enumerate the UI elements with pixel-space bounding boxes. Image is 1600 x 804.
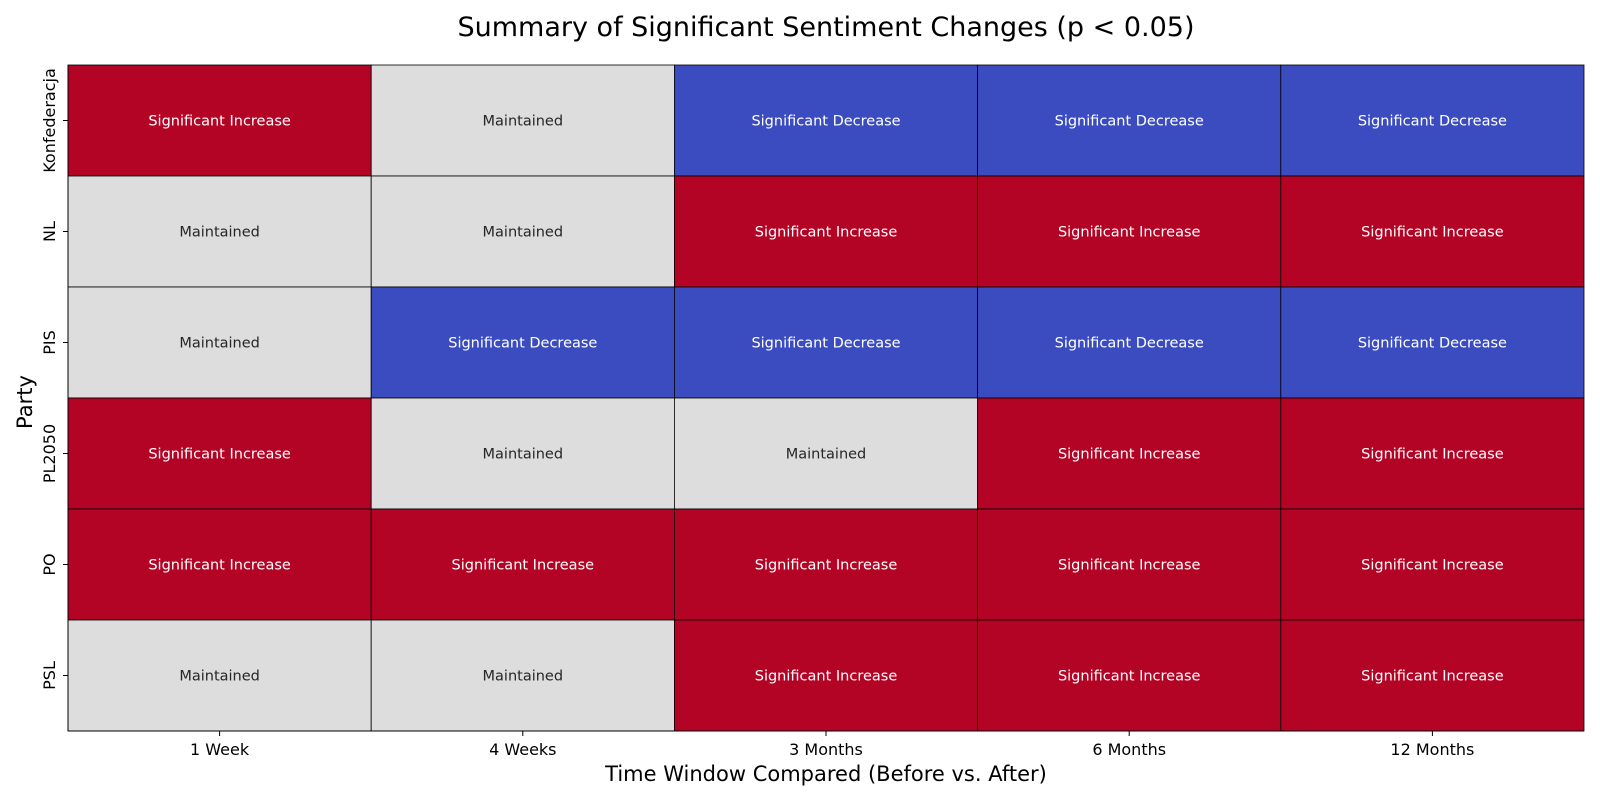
heatmap-cell-pis-3-months <box>674 286 979 399</box>
y-axis: Konfederacja NL PIS PL2050 PO PSL <box>40 65 69 731</box>
heatmap-cell-nl-12-months <box>1280 175 1585 288</box>
cell-label-nl-6-months: Significant Increase <box>1058 225 1201 241</box>
heatmap-cell-pl2050-3-months <box>674 397 979 510</box>
cell-label-po-4-weeks: Significant Increase <box>452 558 595 574</box>
y-tick-label-pl2050: PL2050 <box>40 424 59 483</box>
cell-label-po-1-week: Significant Increase <box>148 558 291 574</box>
cell-label-nl-3-months: Significant Increase <box>755 225 898 241</box>
cell-label-psl-6-months: Significant Increase <box>1058 669 1201 685</box>
y-tick-label-nl: NL <box>40 221 59 242</box>
heatmap-cell-pl2050-6-months <box>977 397 1282 510</box>
cell-label-konfederacja-1-week: Significant Increase <box>148 114 291 130</box>
heatmap-cell-pis-4-weeks <box>370 286 675 399</box>
heatmap-cell-konfederacja-1-week <box>67 64 372 177</box>
y-tick-label-konfederacja: Konfederacja <box>40 68 59 173</box>
cell-label-pis-1-week: Maintained <box>179 336 260 352</box>
cell-label-pl2050-12-months: Significant Increase <box>1361 447 1504 463</box>
heatmap-cell-po-3-months <box>674 508 979 621</box>
cell-label-pis-3-months: Significant Decrease <box>751 336 900 352</box>
x-tick-label-6-months: 6 Months <box>1092 740 1166 759</box>
cell-label-pis-4-weeks: Significant Decrease <box>448 336 597 352</box>
cell-label-konfederacja-12-months: Significant Decrease <box>1358 114 1507 130</box>
heatmap-cell-psl-3-months <box>674 619 979 732</box>
cell-label-pl2050-6-months: Significant Increase <box>1058 447 1201 463</box>
heatmap-cell-psl-12-months <box>1280 619 1585 732</box>
cell-label-psl-3-months: Significant Increase <box>755 669 898 685</box>
cell-label-konfederacja-4-weeks: Maintained <box>483 114 564 130</box>
heatmap-cell-pis-12-months <box>1280 286 1585 399</box>
cell-labels: Significant Increase Maintained Significan… <box>148 114 1507 685</box>
chart-title: Summary of Significant Sentiment Changes… <box>457 12 1194 43</box>
cell-label-psl-4-weeks: Maintained <box>483 669 564 685</box>
cell-label-pis-12-months: Significant Decrease <box>1358 336 1507 352</box>
cell-label-pl2050-3-months: Maintained <box>786 447 867 463</box>
cell-label-po-3-months: Significant Increase <box>755 558 898 574</box>
cell-label-konfederacja-3-months: Significant Decrease <box>751 114 900 130</box>
heatmap-cell-nl-3-months <box>674 175 979 288</box>
heatmap-cell-konfederacja-6-months <box>977 64 1282 177</box>
cell-label-po-12-months: Significant Increase <box>1361 558 1504 574</box>
x-axis: 1 Week 4 Weeks 3 Months 6 Months 12 Months <box>68 730 1584 759</box>
y-tick-label-po: PO <box>40 553 59 575</box>
x-axis-label: Time Window Compared (Before vs. After) <box>604 762 1047 786</box>
cell-label-po-6-months: Significant Increase <box>1058 558 1201 574</box>
heatmap-cell-psl-1-week <box>67 619 372 732</box>
x-tick-label-3-months: 3 Months <box>789 740 863 759</box>
cell-label-psl-12-months: Significant Increase <box>1361 669 1504 685</box>
heatmap-cell-nl-1-week <box>67 175 372 288</box>
cell-label-nl-12-months: Significant Increase <box>1361 225 1504 241</box>
cell-label-nl-4-weeks: Maintained <box>483 225 564 241</box>
heatmap-cells <box>67 64 1585 732</box>
heatmap-cell-konfederacja-12-months <box>1280 64 1585 177</box>
heatmap-cell-nl-4-weeks <box>370 175 675 288</box>
heatmap-cell-pis-6-months <box>977 286 1282 399</box>
x-tick-label-4-weeks: 4 Weeks <box>489 740 556 759</box>
cell-label-pl2050-1-week: Significant Increase <box>148 447 291 463</box>
y-tick-label-psl: PSL <box>40 661 59 690</box>
y-axis-label: Party <box>13 375 37 429</box>
cell-label-konfederacja-6-months: Significant Decrease <box>1055 114 1204 130</box>
cell-label-psl-1-week: Maintained <box>179 669 260 685</box>
heatmap-cell-psl-6-months <box>977 619 1282 732</box>
cell-label-pl2050-4-weeks: Maintained <box>483 447 564 463</box>
x-tick-label-1-week: 1 Week <box>190 740 250 759</box>
heatmap-cell-po-1-week <box>67 508 372 621</box>
heatmap-cell-po-12-months <box>1280 508 1585 621</box>
heatmap-cell-po-4-weeks <box>370 508 675 621</box>
y-tick-label-pis: PIS <box>40 330 59 355</box>
heatmap-cell-psl-4-weeks <box>370 619 675 732</box>
x-tick-label-12-months: 12 Months <box>1390 740 1474 759</box>
heatmap-cell-konfederacja-3-months <box>674 64 979 177</box>
heatmap-cell-konfederacja-4-weeks <box>370 64 675 177</box>
heatmap-cell-pl2050-4-weeks <box>370 397 675 510</box>
heatmap-cell-pl2050-12-months <box>1280 397 1585 510</box>
cell-label-nl-1-week: Maintained <box>179 225 260 241</box>
cell-label-pis-6-months: Significant Decrease <box>1055 336 1204 352</box>
